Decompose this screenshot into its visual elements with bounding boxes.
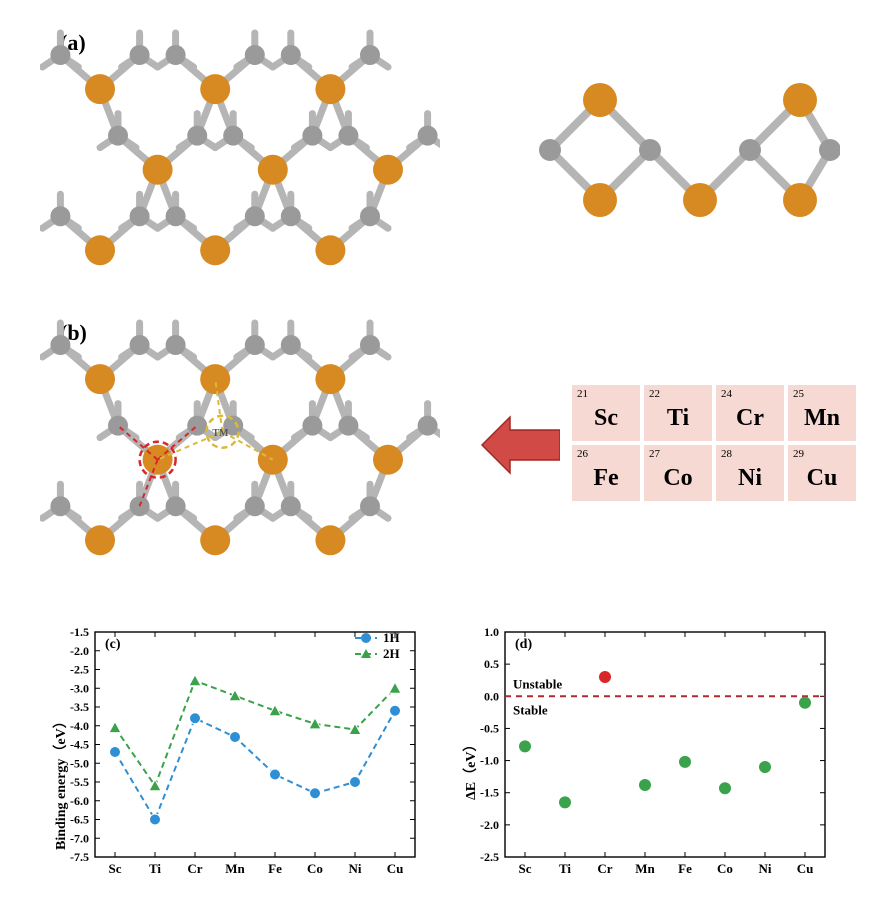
svg-text:-2.0: -2.0	[480, 818, 499, 832]
svg-text:Mn: Mn	[225, 861, 245, 876]
svg-text:Fe: Fe	[678, 861, 692, 876]
svg-text:Ti: Ti	[559, 861, 571, 876]
svg-text:Sc: Sc	[519, 861, 532, 876]
svg-text:0.0: 0.0	[484, 689, 499, 703]
svg-text:Ni: Ni	[349, 861, 362, 876]
svg-text:-6.0: -6.0	[70, 794, 89, 808]
svg-text:Stable: Stable	[513, 702, 548, 717]
pt-cell-fe: 26Fe	[572, 445, 640, 501]
svg-text:-1.0: -1.0	[480, 754, 499, 768]
chart-c: Binding energy（eV） -7.5 -7.0 -6.5 -6.0 -5.5 -…	[40, 620, 430, 890]
svg-text:-3.0: -3.0	[70, 681, 89, 695]
structure-a-top	[40, 15, 440, 285]
svg-text:Cu: Cu	[797, 861, 814, 876]
pt-cell-ni: 28Ni	[716, 445, 784, 501]
pt-cell-sc: 21Sc	[572, 385, 640, 441]
svg-text:TM: TM	[212, 428, 229, 439]
svg-text:Unstable: Unstable	[513, 676, 562, 691]
structure-a-side	[530, 70, 840, 230]
svg-text:(d): (d)	[515, 637, 532, 652]
arrow-icon	[480, 415, 560, 475]
svg-text:-1.5: -1.5	[70, 625, 89, 639]
pt-cell-cr: 24Cr	[716, 385, 784, 441]
structure-b: TM	[40, 305, 440, 575]
svg-text:-5.0: -5.0	[70, 756, 89, 770]
svg-text:-2.0: -2.0	[70, 644, 89, 658]
svg-text:Sc: Sc	[109, 861, 122, 876]
svg-text:1H: 1H	[383, 630, 400, 645]
pt-cell-mn: 25Mn	[788, 385, 856, 441]
pt-cell-cu: 29Cu	[788, 445, 856, 501]
svg-text:-4.0: -4.0	[70, 719, 89, 733]
chart-c-ylabel: Binding energy（eV）	[50, 714, 70, 850]
svg-text:-2.5: -2.5	[480, 850, 499, 864]
svg-text:2H: 2H	[383, 646, 400, 661]
svg-text:Cu: Cu	[387, 861, 404, 876]
periodic-table: 21Sc22Ti24Cr25Mn 26Fe27Co28Ni29Cu	[572, 385, 856, 501]
svg-text:(c): (c)	[105, 637, 121, 652]
svg-text:Cr: Cr	[187, 861, 202, 876]
svg-text:0.5: 0.5	[484, 657, 499, 671]
svg-text:-5.5: -5.5	[70, 775, 89, 789]
svg-text:Mn: Mn	[635, 861, 655, 876]
svg-text:-7.5: -7.5	[70, 850, 89, 864]
svg-text:-0.5: -0.5	[480, 721, 499, 735]
chart-d-ylabel: ΔE（eV）	[460, 738, 480, 800]
pt-cell-ti: 22Ti	[644, 385, 712, 441]
chart-d: ΔE（eV） -2.5 -2.0 -1.5 -1.0 -0.5 0.0 0.5 1.0 Sc Ti…	[450, 620, 840, 890]
svg-text:1.0: 1.0	[484, 625, 499, 639]
svg-text:-7.0: -7.0	[70, 831, 89, 845]
svg-text:-4.5: -4.5	[70, 738, 89, 752]
svg-text:-2.5: -2.5	[70, 663, 89, 677]
svg-text:-3.5: -3.5	[70, 700, 89, 714]
svg-text:Co: Co	[717, 861, 733, 876]
svg-text:Cr: Cr	[597, 861, 612, 876]
svg-text:Co: Co	[307, 861, 323, 876]
svg-text:Ti: Ti	[149, 861, 161, 876]
svg-text:-1.5: -1.5	[480, 786, 499, 800]
svg-text:Fe: Fe	[268, 861, 282, 876]
svg-text:Ni: Ni	[759, 861, 772, 876]
svg-text:-6.5: -6.5	[70, 813, 89, 827]
pt-cell-co: 27Co	[644, 445, 712, 501]
